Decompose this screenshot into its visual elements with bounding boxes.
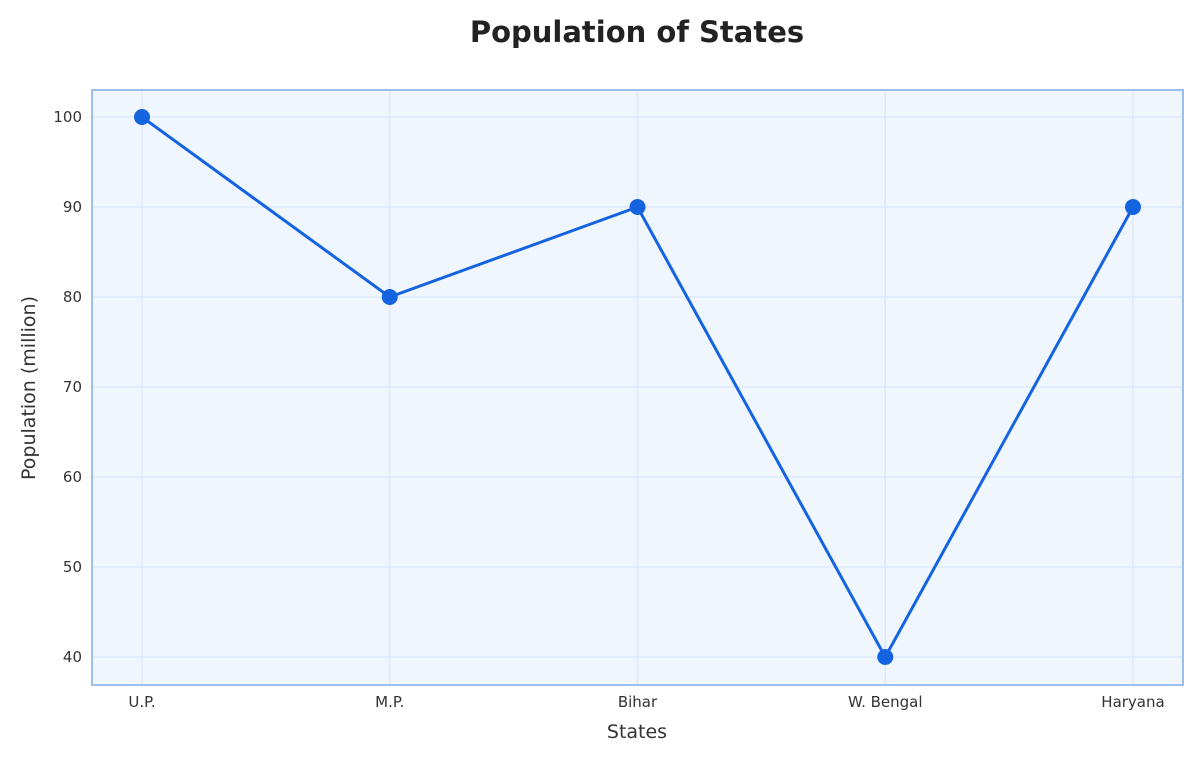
y-tick-label: 70 — [63, 378, 82, 396]
data-point-marker — [134, 109, 150, 125]
gridlines — [92, 90, 1183, 685]
chart-title: Population of States — [470, 15, 804, 49]
y-tick-label: 80 — [63, 288, 82, 306]
y-tick-label: 100 — [53, 108, 82, 126]
x-tick-label: Bihar — [618, 693, 658, 711]
data-point-marker — [877, 649, 894, 665]
data-point-marker — [629, 199, 646, 215]
data-point-marker — [381, 289, 398, 305]
data-markers — [134, 109, 1141, 665]
x-tick-label: M.P. — [375, 693, 404, 711]
plot-frame — [91, 89, 1184, 686]
y-tick-label: 40 — [63, 648, 82, 666]
x-axis-ticks: U.P. M.P. Bihar W. Bengal Haryana — [128, 693, 1164, 711]
x-tick-label: Haryana — [1101, 693, 1164, 711]
y-tick-label: 90 — [63, 198, 82, 216]
data-point-marker — [1125, 199, 1141, 215]
y-tick-label: 60 — [63, 468, 82, 486]
y-tick-label: 50 — [63, 558, 82, 576]
x-axis-label: States — [607, 721, 667, 743]
x-tick-label: U.P. — [128, 693, 155, 711]
y-axis-ticks: 40 50 60 70 80 90 100 — [53, 108, 82, 666]
x-tick-label: W. Bengal — [848, 693, 923, 711]
y-axis-label: Population (million) — [18, 296, 40, 480]
